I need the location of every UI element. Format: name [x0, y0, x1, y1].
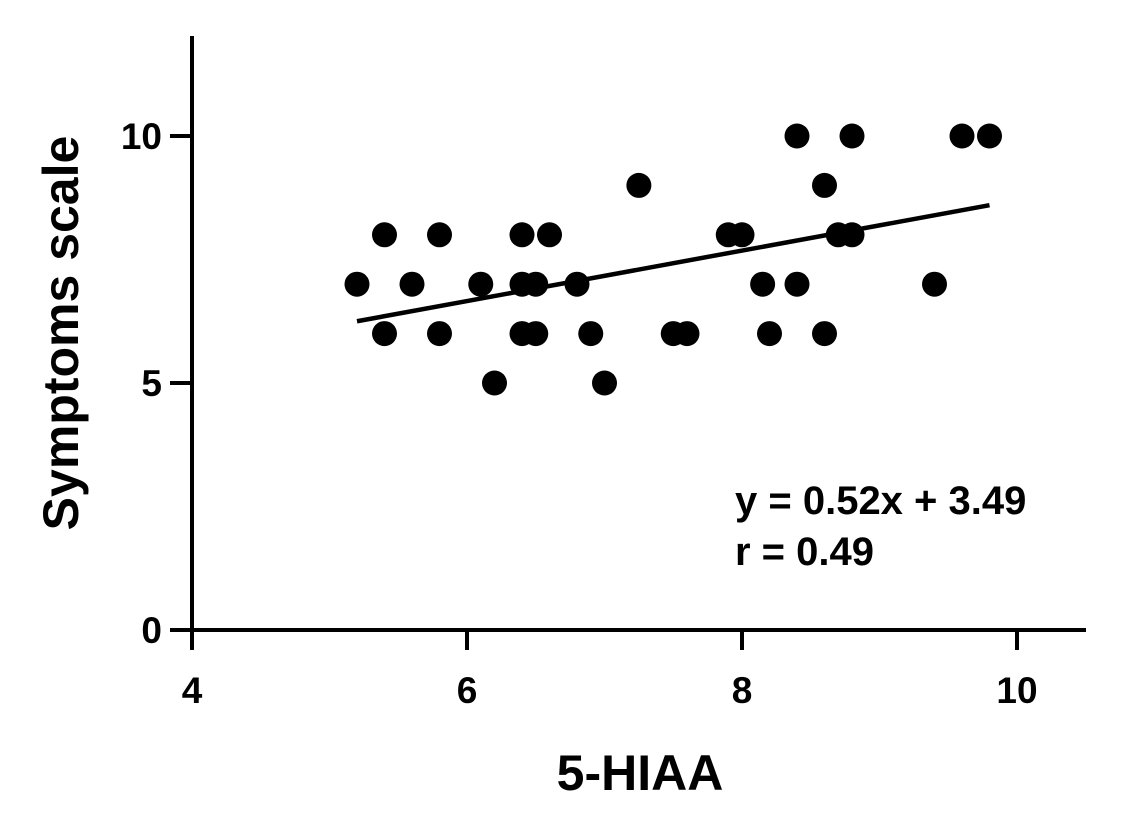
- y-tick-label: 0: [141, 610, 162, 651]
- equation-annotation: y = 0.52x + 3.49: [735, 479, 1026, 523]
- data-point: [427, 222, 452, 248]
- data-point: [784, 123, 810, 149]
- data-point: [592, 370, 617, 396]
- data-point: [750, 271, 776, 297]
- data-point: [784, 271, 810, 297]
- r-value-annotation: r = 0.49: [735, 530, 874, 574]
- data-point: [949, 123, 975, 149]
- data-point: [812, 172, 837, 198]
- data-point: [757, 321, 782, 347]
- data-point: [578, 321, 604, 347]
- x-tick-label: 10: [996, 670, 1037, 711]
- data-point: [839, 222, 865, 248]
- data-point: [674, 321, 700, 347]
- data-point: [729, 222, 755, 248]
- regression-line-group: [356, 202, 990, 324]
- data-point: [523, 321, 549, 347]
- y-tick-label: 10: [121, 116, 162, 157]
- data-point: [372, 321, 397, 347]
- data-point: [372, 222, 397, 248]
- x-tick-label: 4: [182, 670, 203, 711]
- y-tick-label: 5: [141, 363, 162, 404]
- x-tick-label: 8: [732, 670, 753, 711]
- data-point: [509, 222, 535, 248]
- x-tick-label: 6: [457, 670, 478, 711]
- data-point: [399, 271, 425, 297]
- data-points: [344, 123, 1002, 396]
- axes: [170, 36, 1086, 650]
- data-point: [427, 321, 452, 347]
- data-point: [344, 271, 370, 297]
- regression-line: [356, 202, 990, 324]
- y-axis-label: Symptoms scale: [33, 136, 89, 531]
- data-point: [839, 123, 865, 149]
- data-point: [977, 123, 1002, 149]
- data-point: [922, 271, 947, 297]
- data-point: [537, 222, 562, 248]
- data-point: [523, 271, 549, 297]
- tick-labels: 4 6 8 10 0 5 10: [121, 116, 1038, 711]
- data-point: [626, 172, 652, 198]
- data-point: [812, 321, 837, 347]
- data-point: [482, 370, 507, 396]
- x-axis-label: 5-HIAA: [557, 745, 724, 801]
- data-point: [468, 271, 494, 297]
